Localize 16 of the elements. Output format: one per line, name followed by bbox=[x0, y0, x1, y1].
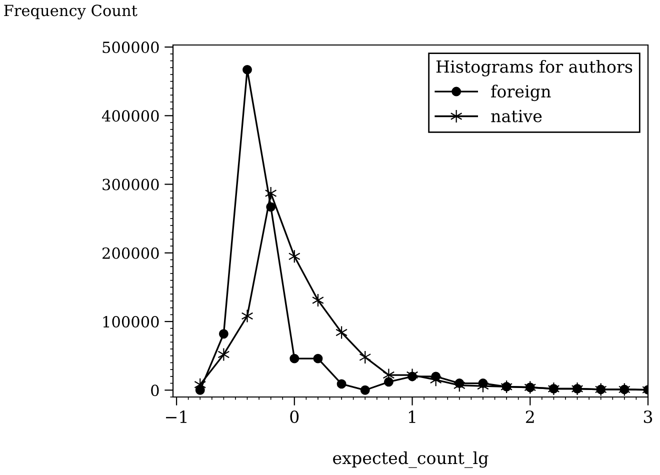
y-axis-title: Frequency Count bbox=[4, 4, 138, 20]
y-tick-label: 100000 bbox=[103, 316, 159, 328]
x-axis-title: expected_count_lg bbox=[333, 451, 488, 468]
x-tick-label: 0 bbox=[290, 410, 299, 424]
y-tick-label: 200000 bbox=[102, 247, 159, 259]
y-tick-label: 400000 bbox=[102, 110, 159, 122]
y-tick-label: 500000 bbox=[102, 42, 159, 54]
x-tick-label: 1 bbox=[409, 410, 416, 423]
legend-label: native bbox=[491, 110, 542, 122]
legend-title: Histograms for authors bbox=[436, 60, 632, 76]
y-tick-label: 300000 bbox=[102, 178, 159, 190]
x-tick-label: 3 bbox=[644, 410, 652, 424]
y-tick-label: 0 bbox=[151, 384, 159, 396]
legend-label: foreign bbox=[491, 84, 551, 102]
x-tick-label: 2 bbox=[526, 410, 534, 423]
x-tick-label: −1 bbox=[166, 410, 186, 423]
